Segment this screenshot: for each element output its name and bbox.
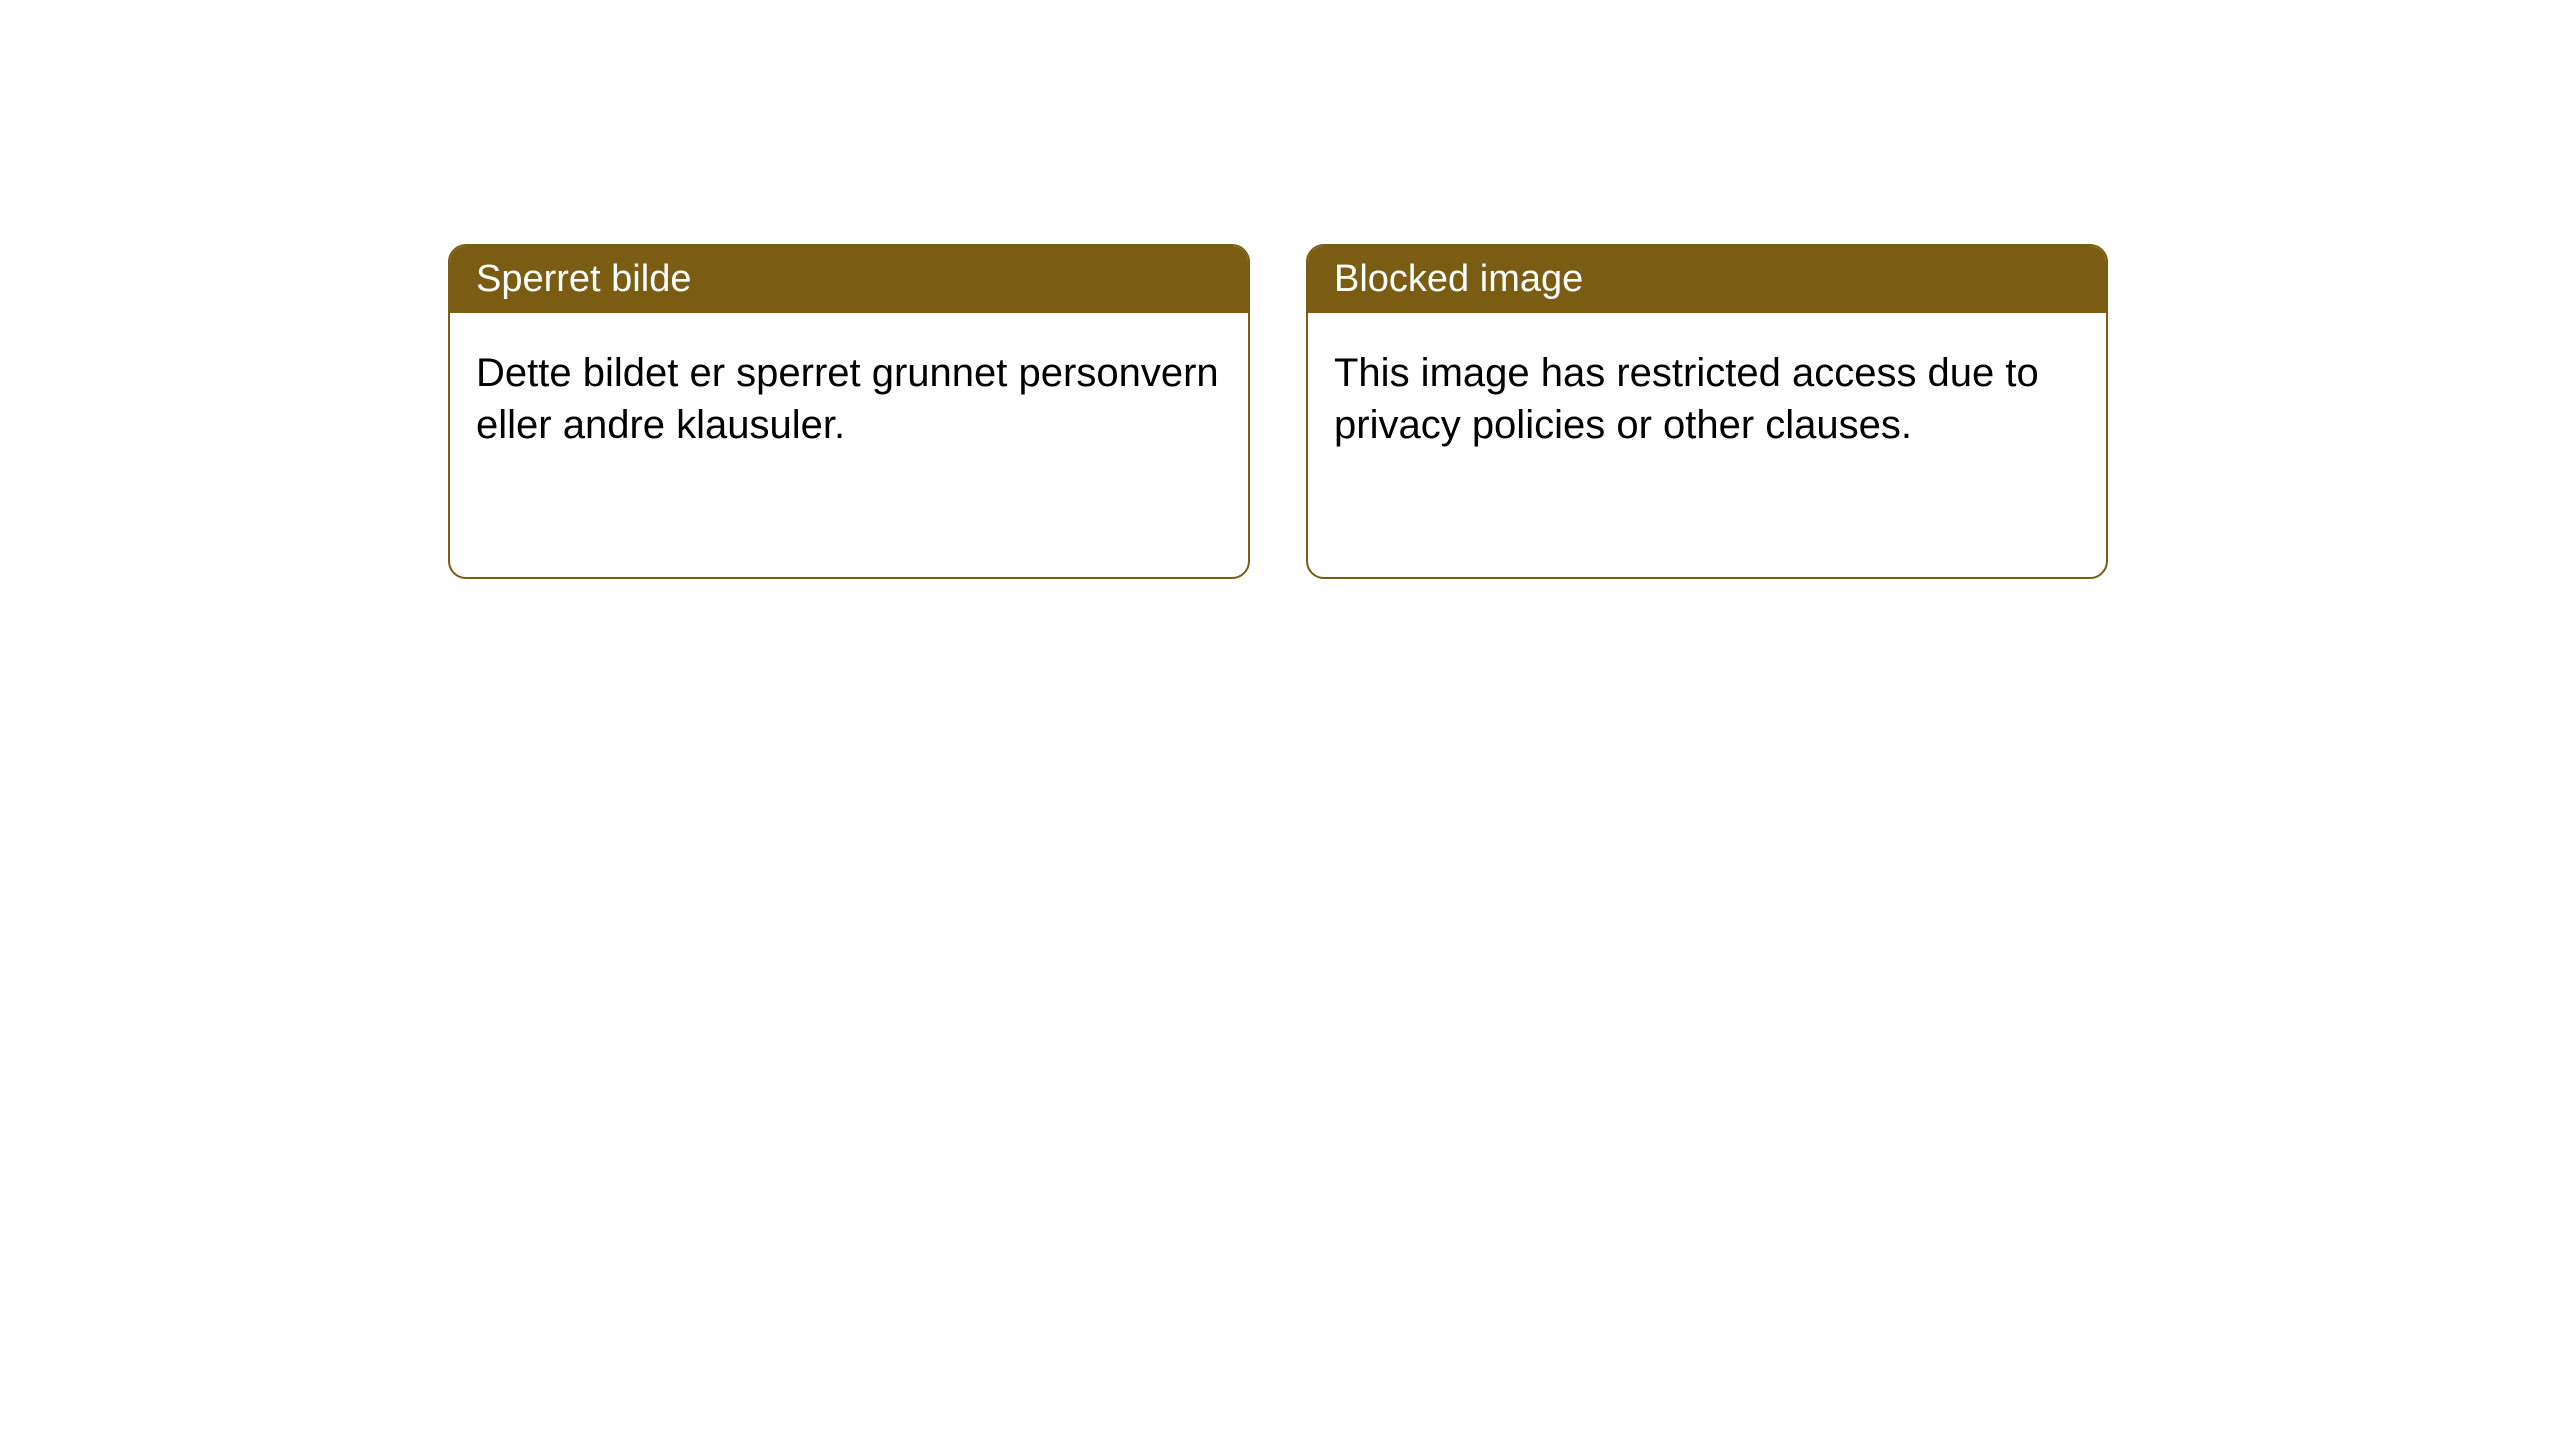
notice-container: Sperret bilde Dette bildet er sperret gr… (0, 0, 2560, 579)
card-body-text: This image has restricted access due to … (1334, 351, 2039, 447)
card-header: Blocked image (1308, 246, 2106, 313)
card-header: Sperret bilde (450, 246, 1248, 313)
blocked-image-card-no: Sperret bilde Dette bildet er sperret gr… (448, 244, 1250, 579)
card-body: This image has restricted access due to … (1308, 313, 2106, 485)
card-body: Dette bildet er sperret grunnet personve… (450, 313, 1248, 485)
card-body-text: Dette bildet er sperret grunnet personve… (476, 351, 1219, 447)
card-title: Blocked image (1334, 258, 1583, 300)
blocked-image-card-en: Blocked image This image has restricted … (1306, 244, 2108, 579)
card-title: Sperret bilde (476, 258, 691, 300)
